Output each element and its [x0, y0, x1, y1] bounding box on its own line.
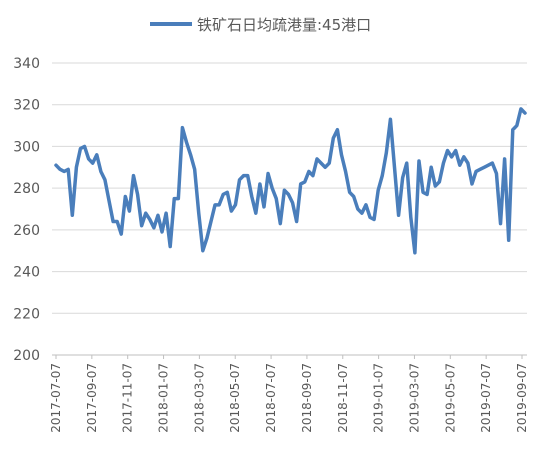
- y-tick-label: 260: [13, 223, 40, 239]
- series-line: [54, 107, 527, 255]
- x-tick-label: 2018-05-07: [228, 363, 242, 433]
- x-tick-label: 2019-03-07: [407, 363, 421, 433]
- legend-label: 铁矿石日均疏港量:45港口: [197, 16, 371, 34]
- x-tick-label: 2018-07-07: [264, 363, 278, 433]
- x-tick-label: 2019-01-07: [372, 363, 386, 433]
- x-tick-label: 2018-01-07: [157, 363, 171, 433]
- x-tick-label: 2018-03-07: [192, 363, 206, 433]
- y-tick-label: 340: [13, 56, 40, 72]
- y-tick-label: 240: [13, 265, 40, 281]
- x-tick-label: 2019-09-07: [515, 363, 529, 433]
- x-tick-label: 2018-09-07: [300, 363, 314, 433]
- x-tick-label: 2019-07-07: [479, 363, 493, 433]
- y-axis-tick-labels: 200 220 240 260 280 300 320 340: [13, 56, 40, 364]
- y-tick-label: 320: [13, 98, 40, 114]
- y-tick-label: 280: [13, 181, 40, 197]
- y-tick-label: 300: [13, 139, 40, 155]
- y-tick-label: 220: [13, 306, 40, 322]
- x-tick-label: 2019-05-07: [443, 363, 457, 433]
- x-axis-tick-labels: 2017-07-07 2017-09-07 2017-11-07 2018-01-07…: [49, 355, 529, 433]
- x-tick-label: 2017-11-07: [121, 363, 135, 433]
- gridlines: [52, 62, 527, 314]
- x-tick-label: 2017-09-07: [85, 363, 99, 433]
- legend: 铁矿石日均疏港量:45港口: [150, 16, 371, 34]
- x-tick-label: 2017-07-07: [49, 363, 63, 433]
- x-tick-label: 2018-11-07: [336, 363, 350, 433]
- y-tick-label: 200: [13, 348, 40, 364]
- series-layer: [54, 107, 527, 255]
